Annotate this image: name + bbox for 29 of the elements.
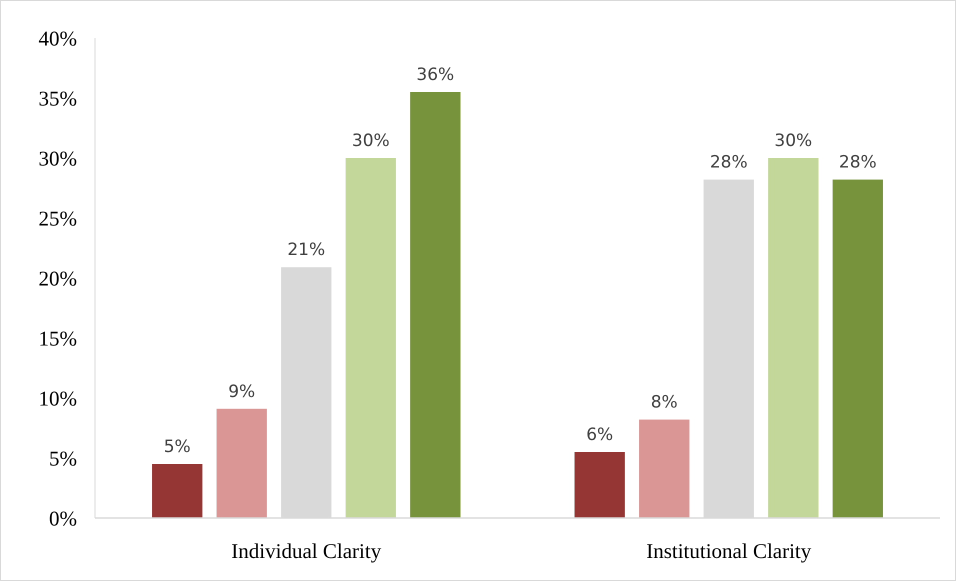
x-tick-label: Individual Clarity bbox=[231, 539, 382, 563]
bar bbox=[832, 180, 883, 518]
data-label: 28% bbox=[710, 152, 748, 173]
data-label: 6% bbox=[586, 425, 614, 445]
y-tick-label: 40% bbox=[38, 26, 77, 50]
y-tick-label: 30% bbox=[38, 146, 77, 170]
bar bbox=[639, 420, 690, 518]
bar bbox=[768, 158, 818, 518]
bar bbox=[346, 158, 396, 518]
data-label: 30% bbox=[352, 131, 390, 151]
bar bbox=[152, 464, 202, 518]
y-tick-label: 5% bbox=[49, 446, 77, 470]
bar bbox=[574, 452, 625, 518]
y-tick-label: 15% bbox=[38, 326, 77, 350]
y-tick-label: 35% bbox=[38, 86, 77, 110]
data-label: 8% bbox=[650, 392, 678, 413]
bar bbox=[216, 408, 267, 518]
data-label: 30% bbox=[774, 131, 812, 151]
data-label: 36% bbox=[416, 65, 454, 85]
y-tick-label: 25% bbox=[38, 206, 77, 230]
y-tick-label: 0% bbox=[49, 506, 77, 530]
data-label: 5% bbox=[164, 437, 191, 457]
x-tick-label: Institutional Clarity bbox=[646, 539, 812, 563]
data-label: 28% bbox=[838, 152, 877, 173]
y-tick-label: 20% bbox=[38, 266, 77, 290]
bar bbox=[410, 92, 460, 518]
data-label: 9% bbox=[228, 382, 256, 402]
data-label: 21% bbox=[287, 240, 326, 260]
y-tick-label: 10% bbox=[38, 386, 77, 410]
